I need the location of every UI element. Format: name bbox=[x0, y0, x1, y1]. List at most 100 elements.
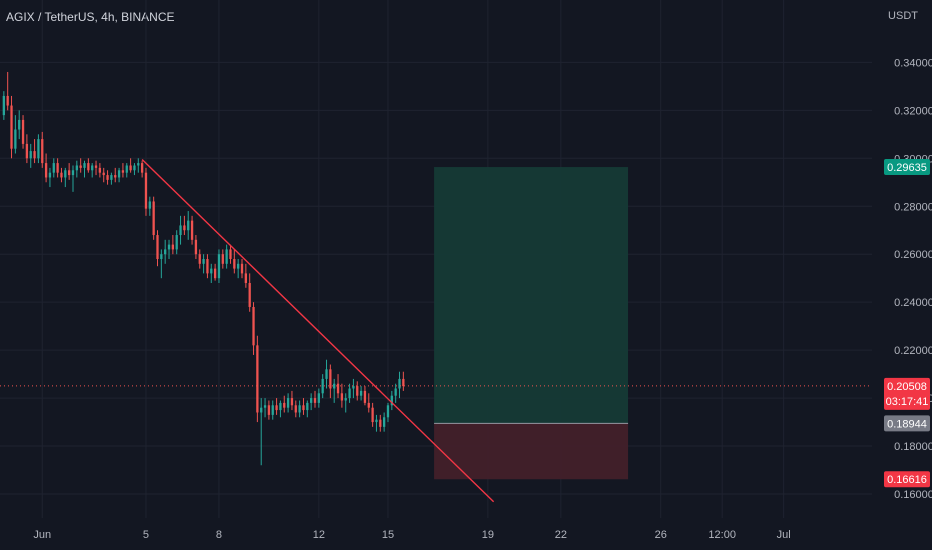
candle-body bbox=[117, 170, 121, 178]
candle-body bbox=[217, 254, 221, 279]
candle-body bbox=[279, 402, 282, 411]
currency-label: USDT bbox=[888, 10, 918, 22]
y-tick-label: 0.34000 bbox=[894, 57, 932, 69]
candle-body bbox=[340, 393, 344, 401]
candle-body bbox=[290, 398, 294, 406]
candle-body bbox=[183, 225, 186, 231]
candle-body bbox=[152, 201, 155, 236]
candle-body bbox=[248, 282, 251, 307]
candle-body bbox=[98, 167, 102, 173]
countdown-tag: 03:17:41 bbox=[886, 396, 929, 408]
candle-body bbox=[386, 405, 390, 418]
candle-body bbox=[298, 405, 301, 413]
candle-body bbox=[67, 170, 71, 176]
candle-body bbox=[237, 263, 240, 269]
candle-body bbox=[164, 249, 167, 255]
candle-body bbox=[148, 201, 151, 209]
candle-body bbox=[94, 165, 98, 168]
candle-body bbox=[71, 170, 75, 176]
candle-body bbox=[91, 165, 94, 171]
candle-body bbox=[41, 139, 44, 164]
candle-body bbox=[402, 378, 405, 387]
candle-body bbox=[56, 163, 59, 173]
candle-body bbox=[133, 165, 136, 171]
candle-body bbox=[356, 386, 359, 396]
price-axis[interactable]: 0.340000.320000.300000.280000.260000.240… bbox=[894, 57, 932, 501]
x-tick-label: Jul bbox=[777, 529, 791, 541]
candle-body bbox=[344, 398, 347, 401]
candle-body bbox=[302, 405, 305, 411]
x-tick-label: 22 bbox=[555, 529, 567, 541]
candle-body bbox=[175, 235, 178, 250]
candle-body bbox=[375, 419, 378, 423]
candle-body bbox=[198, 254, 201, 264]
x-tick-label: 5 bbox=[143, 529, 149, 541]
x-tick-label: 8 bbox=[216, 529, 222, 541]
candle-body bbox=[10, 105, 13, 149]
candle-body bbox=[179, 225, 182, 236]
candle-body bbox=[271, 405, 274, 415]
trendline bbox=[141, 158, 495, 503]
candle-body bbox=[333, 383, 336, 389]
time-axis[interactable]: Jun 5 8 12 15 19 22 26 12:00 Jul bbox=[33, 529, 790, 541]
overlays bbox=[0, 158, 872, 503]
loss-zone bbox=[434, 423, 629, 480]
x-tick-label: 12:00 bbox=[708, 529, 736, 541]
stop-price-tag-bg bbox=[884, 471, 930, 488]
symbol-title[interactable]: AGIX / TetherUS, 4h, BINANCE bbox=[6, 10, 175, 24]
candle-body bbox=[140, 163, 144, 173]
candle-body bbox=[263, 405, 267, 408]
candle-body bbox=[398, 378, 401, 389]
candle-body bbox=[156, 235, 159, 260]
candle-body bbox=[363, 390, 367, 403]
candle-body bbox=[114, 175, 117, 178]
candle-body bbox=[87, 163, 90, 171]
candle-body bbox=[171, 244, 175, 250]
entry-price-tag-bg bbox=[884, 415, 930, 432]
candle-body bbox=[102, 172, 105, 176]
candle-body bbox=[160, 254, 163, 260]
candle-body bbox=[379, 419, 382, 427]
candle-body bbox=[33, 151, 36, 159]
y-tick-label: 0.32000 bbox=[894, 105, 932, 117]
current-price-tag: 0.20508 bbox=[887, 381, 927, 393]
candle-body bbox=[121, 170, 125, 173]
candle-body bbox=[348, 388, 351, 399]
price-tags: 0.29635 0.18944 0.16616 0.20508 03:17:41 bbox=[884, 159, 930, 488]
y-tick-label: 0.18000 bbox=[894, 441, 932, 453]
entry-price-tag: 0.18944 bbox=[887, 418, 927, 430]
position-tool[interactable] bbox=[434, 167, 629, 480]
candle-body bbox=[294, 405, 297, 413]
y-tick-label: 0.16000 bbox=[894, 489, 932, 501]
candle-body bbox=[240, 263, 244, 274]
candle-body bbox=[275, 405, 278, 411]
candle-body bbox=[44, 163, 48, 178]
candle-body bbox=[64, 170, 67, 178]
candle-body bbox=[6, 95, 9, 106]
candle-body bbox=[60, 172, 63, 178]
candle-body bbox=[371, 407, 374, 423]
candle-body bbox=[194, 239, 198, 255]
candle-body bbox=[25, 143, 29, 159]
candle-body bbox=[125, 165, 128, 173]
candle-body bbox=[14, 129, 17, 149]
candle-body bbox=[167, 244, 171, 250]
x-tick-label: 12 bbox=[313, 529, 325, 541]
candle-body bbox=[382, 417, 386, 427]
candle-body bbox=[352, 386, 355, 389]
candle-body bbox=[283, 402, 286, 408]
y-tick-label: 0.24000 bbox=[894, 297, 932, 309]
candle-body bbox=[286, 398, 290, 408]
candle-body bbox=[129, 165, 132, 171]
candle-body bbox=[306, 402, 309, 411]
candle-body bbox=[190, 220, 194, 240]
profit-zone bbox=[434, 167, 629, 424]
candle-body bbox=[336, 383, 340, 394]
candle-body bbox=[2, 95, 5, 116]
y-tick-label: 0.28000 bbox=[894, 201, 932, 213]
candle-body bbox=[29, 151, 32, 159]
x-tick-label: 26 bbox=[655, 529, 667, 541]
candle-body bbox=[267, 405, 271, 415]
grid-lines bbox=[0, 0, 872, 518]
